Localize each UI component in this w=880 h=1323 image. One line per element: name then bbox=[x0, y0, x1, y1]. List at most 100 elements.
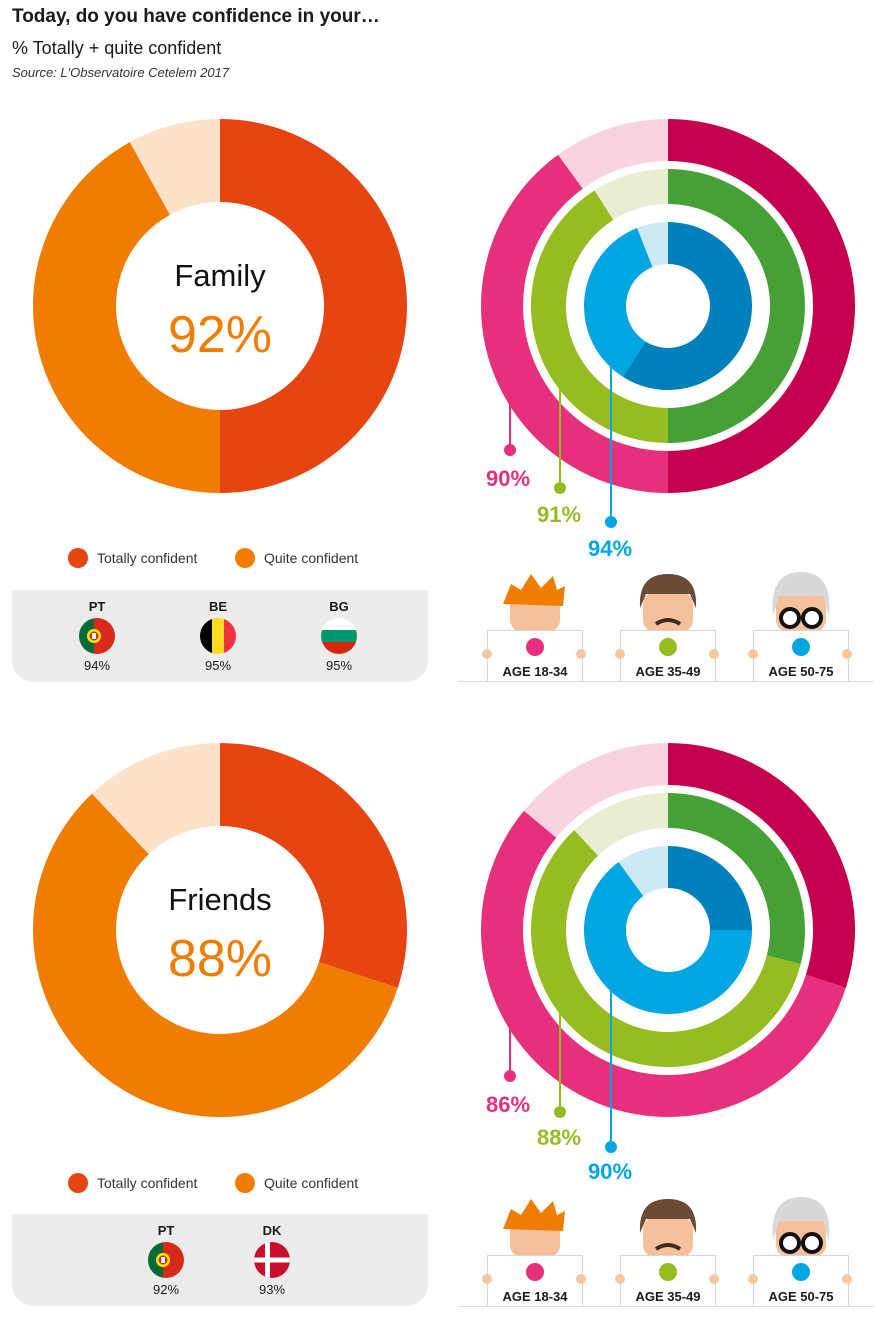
legend-dot-quite bbox=[235, 548, 255, 568]
ring-label-50-75-friends: 90% bbox=[588, 1159, 633, 1184]
age-dot bbox=[659, 638, 677, 656]
age-dot bbox=[659, 1263, 677, 1281]
avatar-hair-icon bbox=[772, 1197, 830, 1241]
country-value: 92% bbox=[152, 1282, 180, 1297]
country-dk-friends: DK 93% bbox=[242, 1223, 302, 1297]
avatar-hair-icon bbox=[503, 574, 565, 606]
legend-dot-totally bbox=[68, 548, 88, 568]
chart-title: Today, do you have confidence in your… bbox=[12, 6, 380, 27]
hand-icon bbox=[842, 1274, 852, 1284]
country-bg-family: BG 95% bbox=[309, 599, 369, 673]
age-ring-quite-age-18-34 bbox=[481, 154, 668, 494]
country-value: 93% bbox=[258, 1282, 286, 1297]
donut-center-value: 92% bbox=[168, 306, 272, 364]
age-card-18-34-friends: AGE 18-34 bbox=[482, 1255, 586, 1307]
age-label: AGE 18-34 bbox=[502, 1289, 568, 1304]
country-code: BG bbox=[329, 599, 349, 614]
hand-icon bbox=[709, 649, 719, 659]
age-label: AGE 50-75 bbox=[768, 664, 834, 679]
hand-icon bbox=[482, 649, 492, 659]
age-ring-totally-age-50-75 bbox=[622, 222, 752, 390]
donut-slice-quite-friends bbox=[32, 793, 398, 1118]
ring-leader-dot bbox=[605, 516, 617, 528]
age-ring-totally-age-35-49 bbox=[668, 169, 805, 443]
age-ring-totally-age-35-49 bbox=[668, 793, 805, 965]
country-code: PT bbox=[88, 599, 106, 614]
age-ring-quite-age-18-34 bbox=[481, 810, 846, 1117]
avatar-hair-icon bbox=[503, 1199, 565, 1231]
ring-label-18-34-friends: 86% bbox=[486, 1092, 531, 1117]
legend-label-quite: Quite confident bbox=[264, 550, 359, 566]
age-ring-quite-age-35-49 bbox=[531, 830, 801, 1067]
hand-icon bbox=[576, 649, 586, 659]
denmark-flag-icon bbox=[254, 1242, 290, 1278]
age-ring-totally-age-50-75 bbox=[668, 846, 752, 930]
bulgaria-flag-icon bbox=[321, 618, 357, 654]
age-card-50-75-friends: AGE 50-75 bbox=[748, 1255, 852, 1307]
age-label: AGE 50-75 bbox=[768, 1289, 834, 1304]
portugal-flag-icon bbox=[148, 1242, 184, 1278]
age-ring-other-age-35-49 bbox=[574, 793, 668, 856]
legend-quite-friends: Quite confident bbox=[235, 1173, 358, 1193]
country-value: 95% bbox=[204, 658, 232, 673]
ring-leader-dot bbox=[504, 444, 516, 456]
age-dot bbox=[526, 638, 544, 656]
hand-icon bbox=[615, 649, 625, 659]
age-dot bbox=[526, 1263, 544, 1281]
donut-slice-quite-family bbox=[32, 142, 220, 493]
age-ring-totally-age-18-34 bbox=[668, 119, 855, 493]
donut-slice-totally-friends bbox=[220, 743, 407, 988]
avatar-face bbox=[643, 592, 693, 632]
age-ring-other-age-18-34 bbox=[523, 743, 668, 838]
avatar-hair-icon bbox=[772, 572, 830, 616]
glasses-icon bbox=[779, 607, 801, 629]
hand-icon bbox=[748, 649, 758, 659]
country-code: BE bbox=[208, 599, 228, 614]
age-ring-quite-age-50-75 bbox=[584, 227, 653, 377]
country-code: DK bbox=[262, 1223, 282, 1238]
age-dot bbox=[792, 638, 810, 656]
age-ring-quite-age-35-49 bbox=[531, 190, 668, 443]
country-value: 94% bbox=[83, 658, 111, 673]
age-card-35-49-friends: AGE 35-49 bbox=[615, 1255, 719, 1307]
age-ring-other-age-18-34 bbox=[558, 119, 668, 189]
country-panel-friends: PT 92% DK 93% bbox=[12, 1214, 428, 1306]
donut-slice-totally-family bbox=[220, 119, 407, 493]
donut-center-label: Family bbox=[174, 258, 266, 293]
country-panel-family: PT 94% BE 95% BG 95% bbox=[12, 590, 428, 682]
legend-dot-totally bbox=[68, 1173, 88, 1193]
donut-slice-other-family bbox=[129, 119, 220, 215]
hand-icon bbox=[615, 1274, 625, 1284]
country-be-family: BE 95% bbox=[188, 599, 248, 673]
donut-center-label: Friends bbox=[168, 882, 271, 917]
legend-label-totally: Totally confident bbox=[97, 1175, 198, 1191]
age-ring-other-age-35-49 bbox=[594, 169, 668, 220]
age-label: AGE 18-34 bbox=[502, 664, 568, 679]
ring-leader-dot bbox=[554, 482, 566, 494]
age-card-35-49-family: AGE 35-49 bbox=[615, 630, 719, 682]
age-baseline-friends bbox=[458, 1306, 874, 1307]
donut-center-value: 88% bbox=[168, 930, 272, 988]
avatar-mustache-icon bbox=[654, 1243, 682, 1251]
hand-icon bbox=[482, 1274, 492, 1284]
avatar-mustache-icon bbox=[654, 618, 682, 626]
legend-label-quite: Quite confident bbox=[264, 1175, 359, 1191]
country-code: PT bbox=[157, 1223, 175, 1238]
country-pt-friends: PT 92% bbox=[136, 1223, 196, 1297]
age-dot bbox=[792, 1263, 810, 1281]
glasses-icon bbox=[801, 607, 823, 629]
age-card-50-75-family: AGE 50-75 bbox=[748, 630, 852, 682]
glasses-icon bbox=[801, 1232, 823, 1254]
legend-totally-friends: Totally confident bbox=[68, 1173, 197, 1193]
hand-icon bbox=[842, 649, 852, 659]
ring-label-35-49-friends: 88% bbox=[537, 1125, 582, 1150]
age-card-18-34-family: AGE 18-34 bbox=[482, 630, 586, 682]
ring-label-35-49-family: 91% bbox=[537, 502, 582, 527]
chart-source: Source: L'Observatoire Cetelem 2017 bbox=[12, 65, 230, 80]
country-pt-family: PT 94% bbox=[67, 599, 127, 673]
hand-icon bbox=[709, 1274, 719, 1284]
glasses-icon bbox=[779, 1232, 801, 1254]
legend-quite-family: Quite confident bbox=[235, 548, 358, 568]
age-baseline-family bbox=[458, 681, 874, 682]
